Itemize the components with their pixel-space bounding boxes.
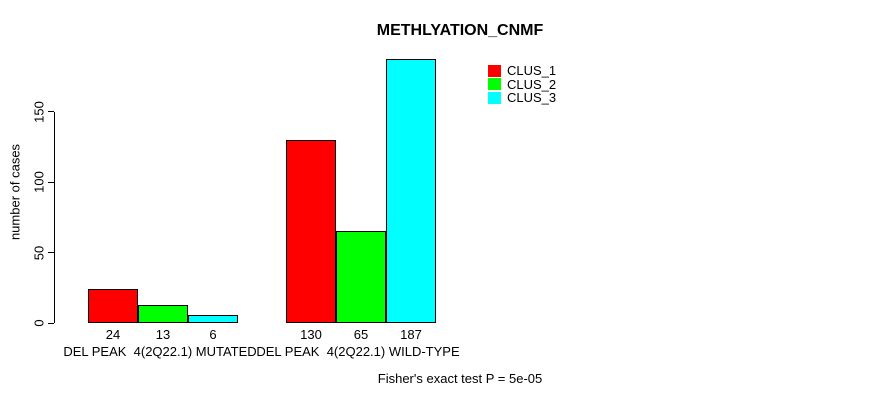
legend-label: CLUS_2	[507, 76, 557, 92]
legend-item-clus_3: CLUS_3	[488, 90, 557, 106]
legend-label: CLUS_3	[507, 90, 557, 106]
y-tick-mark	[48, 181, 54, 183]
y-tick-mark	[48, 252, 54, 253]
bar-clus_2-group2	[336, 231, 386, 323]
bar-value-label: 6	[209, 327, 217, 342]
bar-value-label: 65	[353, 327, 369, 342]
bar-clus_3-group1	[188, 314, 238, 323]
category-label: DEL PEAK 4(2Q22.1) WILD-TYPE	[256, 344, 460, 359]
y-tick-label: 0	[31, 319, 47, 327]
bar-value-label: 130	[300, 327, 322, 342]
statistical-test-note: Fisher's exact test P = 5e-05	[377, 371, 543, 386]
bar-clus_3-group2	[386, 59, 436, 323]
y-tick-label: 100	[31, 171, 47, 193]
legend-color-swatch	[488, 91, 501, 104]
bar-clus_1-group2	[286, 139, 336, 323]
y-tick-mark	[48, 111, 54, 112]
bar-clus_1-group1	[88, 289, 138, 323]
legend-color-swatch	[488, 78, 501, 91]
legend: CLUS_1 CLUS_2 CLUS_3	[488, 63, 557, 106]
y-tick-mark	[48, 322, 54, 324]
legend-color-swatch	[488, 64, 501, 77]
legend-item-clus_1: CLUS_1	[488, 63, 557, 79]
y-tick-label: 150	[31, 100, 47, 123]
legend-item-clus_2: CLUS_2	[488, 76, 557, 92]
category-label: DEL PEAK 4(2Q22.1) MUTATED	[63, 344, 257, 359]
y-axis-line	[54, 111, 55, 323]
y-tick-label: 50	[31, 245, 47, 260]
bar-value-label: 13	[155, 327, 171, 342]
bar-clus_2-group1	[138, 304, 188, 323]
bar-value-label: 24	[105, 327, 121, 342]
chart-title: METHLYATION_CNMF	[376, 22, 544, 39]
y-axis-label: number of cases	[7, 143, 23, 241]
bar-value-label: 187	[400, 327, 422, 342]
legend-label: CLUS_1	[507, 63, 557, 79]
